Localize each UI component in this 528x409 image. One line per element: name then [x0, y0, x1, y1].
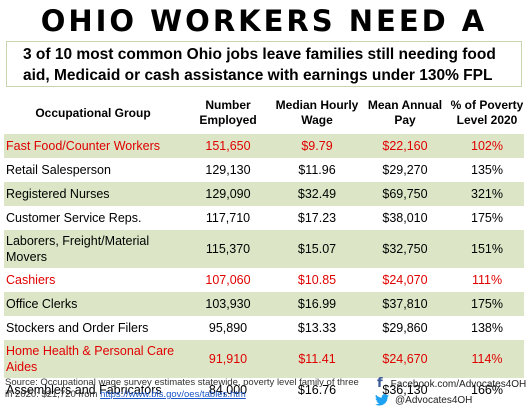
cell-poverty: 166%	[471, 383, 503, 397]
header-employed: Number Employed	[199, 98, 257, 127]
table-row: Registered Nurses 129,090 $32.49 $69,750…	[4, 182, 524, 206]
cell-pay: $29,270	[382, 163, 428, 177]
cell-wage: $11.96	[298, 163, 336, 177]
social-links: f Facebook.com/Advocates4OH @Advocates4O…	[375, 376, 527, 408]
source-link[interactable]: https://www.bls.gov/oes/tables.htm	[100, 389, 246, 400]
table-row: Stockers and Order Filers 95,890 $13.33 …	[4, 316, 524, 340]
cell-pay: $69,750	[382, 187, 428, 201]
cell-employed: 129,090	[205, 187, 251, 201]
cell-group: Laborers, Freight/Material Movers	[6, 234, 150, 264]
cell-pay: $24,070	[382, 273, 428, 287]
cell-employed: 117,710	[205, 211, 251, 225]
cell-poverty: 111%	[471, 273, 503, 287]
cell-employed: 91,910	[208, 352, 248, 366]
cell-poverty: 175%	[471, 297, 503, 311]
cell-group: Retail Salesperson	[6, 163, 111, 177]
cell-pay: $36,130	[382, 383, 428, 397]
table-row: Home Health & Personal Care Aides 91,910…	[4, 340, 524, 378]
cell-group: Customer Service Reps.	[6, 211, 142, 225]
cell-group: Office Clerks	[6, 297, 78, 311]
cell-employed: 115,370	[205, 242, 251, 256]
cell-poverty: 114%	[471, 352, 503, 366]
cell-employed: 129,130	[205, 163, 251, 177]
wage-table: Occupational Group Number Employed Media…	[4, 92, 524, 402]
cell-wage: $11.41	[298, 352, 336, 366]
table-row: Assemblers and Fabricators 84,000 $16.76…	[4, 378, 524, 402]
cell-employed: 107,060	[205, 273, 251, 287]
cell-wage: $16.76	[297, 383, 337, 397]
header-pay: Mean Annual Pay	[367, 98, 443, 127]
source-text: Source: Occupational wage survey estimat…	[5, 377, 359, 400]
twitter-icon	[375, 394, 389, 406]
cell-group: Home Health & Personal Care Aides	[6, 344, 175, 374]
cell-group: Cashiers	[6, 273, 56, 287]
twitter-link[interactable]: @Advocates4OH	[375, 392, 525, 408]
header-wage: Median Hourly Wage	[275, 98, 359, 127]
cell-employed: 103,930	[205, 297, 251, 311]
table-row: Fast Food/Counter Workers 151,650 $9.79 …	[4, 134, 524, 158]
table-row: Cashiers 107,060 $10.85 $24,070 111%	[4, 268, 524, 292]
cell-pay: $32,750	[382, 242, 428, 256]
table-row: Customer Service Reps. 117,710 $17.23 $3…	[4, 206, 524, 230]
subtitle-box: 3 of 10 most common Ohio jobs leave fami…	[6, 41, 522, 87]
header-group: Occupational Group	[35, 106, 151, 120]
cell-group: Registered Nurses	[6, 187, 110, 201]
cell-group: Stockers and Order Filers	[6, 321, 149, 335]
table-header: Occupational Group Number Employed Media…	[4, 92, 524, 134]
cell-poverty: 321%	[471, 187, 503, 201]
cell-group: Assemblers and Fabricators	[6, 383, 162, 397]
cell-pay: $24,670	[382, 352, 428, 366]
cell-employed: 84,000	[208, 383, 248, 397]
cell-wage: $16.99	[297, 297, 337, 311]
header-poverty: % of Poverty Level 2020	[450, 98, 524, 127]
source-note: Source: Occupational wage survey estimat…	[5, 377, 365, 401]
table-row: Laborers, Freight/Material Movers 115,37…	[4, 230, 524, 268]
facebook-link[interactable]: f Facebook.com/Advocates4OH	[375, 376, 527, 392]
cell-wage: $17.23	[297, 211, 337, 225]
cell-employed: 95,890	[208, 321, 248, 335]
table-row: Retail Salesperson 129,130 $11.96 $29,27…	[4, 158, 524, 182]
cell-pay: $22,160	[382, 139, 428, 153]
table-row: Office Clerks 103,930 $16.99 $37,810 175…	[4, 292, 524, 316]
cell-pay: $37,810	[382, 297, 428, 311]
facebook-icon: f	[377, 376, 383, 391]
cell-wage: $32.49	[297, 187, 337, 201]
cell-poverty: 138%	[471, 321, 503, 335]
cell-pay: $29,860	[382, 321, 428, 335]
cell-poverty: 151%	[471, 242, 503, 256]
twitter-handle: @Advocates4OH	[395, 394, 473, 406]
cell-poverty: 135%	[471, 163, 503, 177]
cell-poverty: 102%	[471, 139, 503, 153]
cell-wage: $13.33	[297, 321, 337, 335]
cell-group: Fast Food/Counter Workers	[6, 139, 160, 153]
cell-employed: 151,650	[205, 139, 251, 153]
cell-wage: $10.85	[297, 273, 337, 287]
cell-wage: $15.07	[297, 242, 337, 256]
cell-pay: $38,010	[382, 211, 428, 225]
facebook-handle: Facebook.com/Advocates4OH	[390, 378, 527, 390]
cell-wage: $9.79	[301, 139, 333, 153]
cell-poverty: 175%	[471, 211, 503, 225]
